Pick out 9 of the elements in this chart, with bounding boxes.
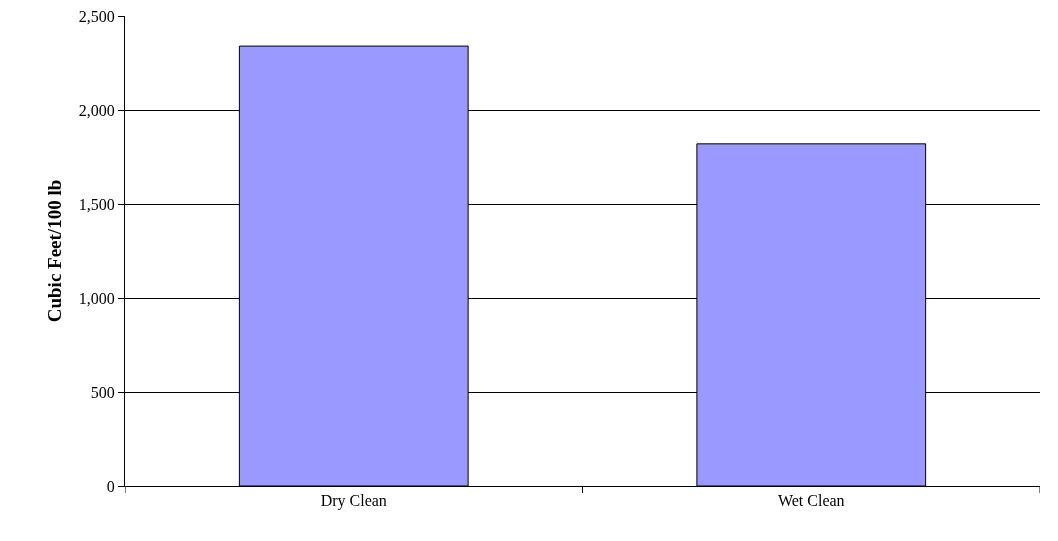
y-tick-label: 1,000 (78, 289, 115, 307)
x-tick-label: Wet Clean (777, 492, 845, 510)
y-tick-label: 500 (90, 383, 115, 401)
x-tick-label: Dry Clean (320, 492, 387, 511)
y-tick-label: 2,000 (78, 101, 115, 119)
y-tick-label: 2,500 (78, 7, 115, 25)
y-tick-label: 1,500 (78, 195, 115, 213)
y-axis-title: Cubic Feet/100 lb (43, 179, 65, 323)
y-tick-label: 0 (106, 477, 115, 495)
